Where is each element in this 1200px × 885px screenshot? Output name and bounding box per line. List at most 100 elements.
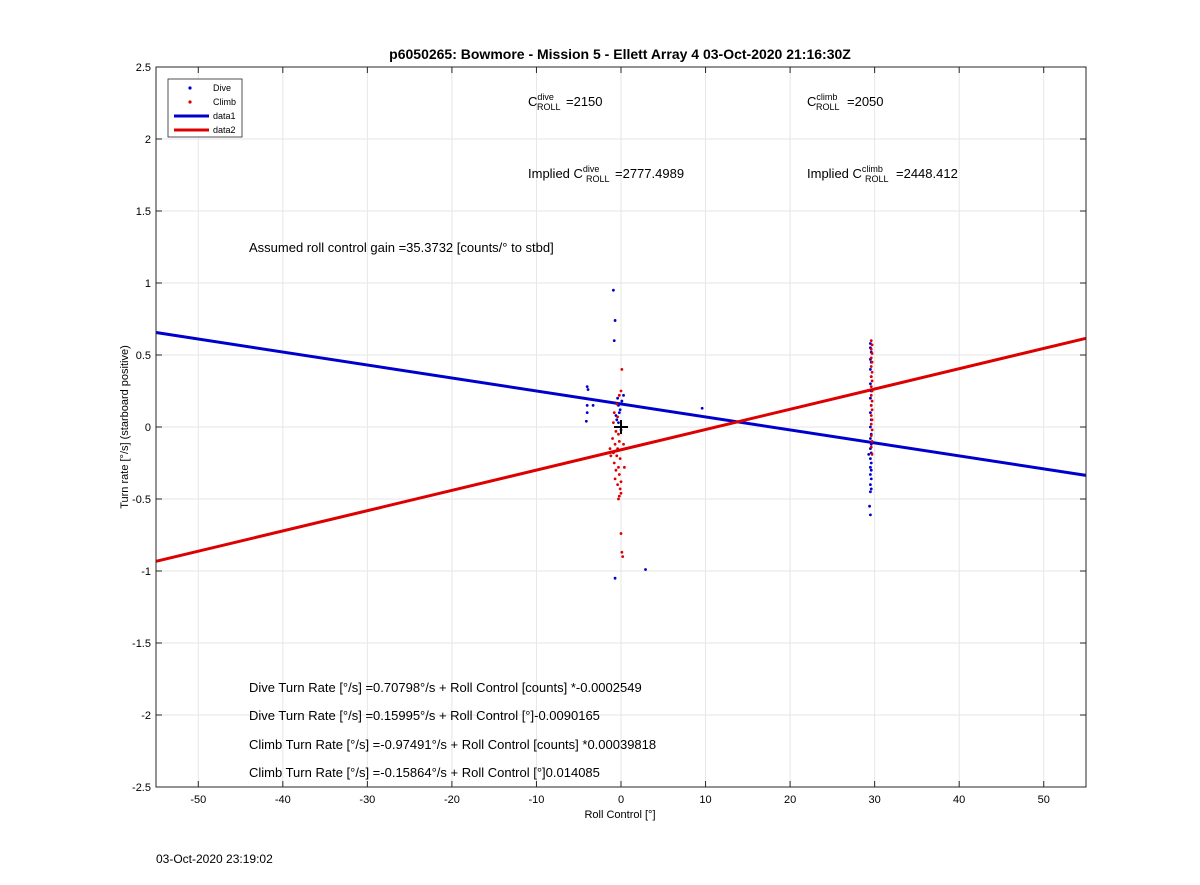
scatter-points <box>584 288 874 580</box>
climb-point <box>608 447 612 450</box>
dive-point <box>869 396 872 400</box>
dive-point <box>869 513 872 517</box>
implied-dive-sub: ROLL <box>586 174 610 184</box>
climb-point <box>621 555 625 558</box>
x-tick-label: 20 <box>784 794 796 806</box>
climb-point <box>617 432 620 436</box>
y-tick-label: 1 <box>145 278 151 290</box>
climb-point <box>869 385 873 389</box>
dive-point <box>585 404 589 407</box>
legend-data1-label: data1 <box>213 111 236 121</box>
dive-point <box>869 382 872 386</box>
climb-point <box>617 497 620 501</box>
climb-point <box>616 483 620 486</box>
fit-line-data2 <box>155 336 1087 563</box>
dive-point <box>586 388 590 391</box>
climb-point <box>609 454 613 458</box>
climb-point <box>619 389 623 393</box>
dive-point <box>585 411 589 414</box>
c-climb-sub: ROLL <box>816 102 840 112</box>
climb-point <box>613 442 617 446</box>
dive-point <box>613 576 617 580</box>
fit-line-data1 <box>155 331 1087 477</box>
climb-point <box>618 487 622 491</box>
fit-equation-3: Climb Turn Rate [°/s] =-0.97491°/s + Rol… <box>249 737 656 752</box>
x-tick-label: 10 <box>699 794 711 806</box>
dive-point <box>869 477 873 481</box>
x-tick-label: 0 <box>618 794 624 806</box>
dive-point <box>622 393 625 397</box>
implied-climb-sup: climb <box>862 164 883 174</box>
x-tick-label: -30 <box>359 794 375 806</box>
dive-point <box>869 465 872 469</box>
y-tick-label: 2 <box>145 134 151 146</box>
fit-lines <box>155 331 1087 563</box>
climb-point <box>870 343 874 347</box>
climb-point <box>619 491 623 495</box>
c-climb-value: =2050 <box>847 94 884 109</box>
legend-climb-label: Climb <box>213 97 236 107</box>
c-dive-sub: ROLL <box>537 102 561 112</box>
climb-point <box>613 477 617 481</box>
implied-dive-prefix: Implied C <box>528 166 583 181</box>
c-dive-value: =2150 <box>566 94 603 109</box>
legend-dive-marker <box>188 86 192 90</box>
axis-ticks: -50 -40 -30 -20 -10 0 10 20 30 40 50-2.5-2-1.5-1-0… <box>132 62 1086 806</box>
dive-point <box>611 288 615 292</box>
climb-point <box>870 389 874 393</box>
dive-point <box>869 487 873 491</box>
c-climb-sup: climb <box>816 92 837 102</box>
climb-point <box>869 339 873 342</box>
climb-point <box>620 550 624 554</box>
legend-dive-label: Dive <box>213 83 231 93</box>
implied-dive-annotation: Implied Cdive ROLL =2777.4989 <box>528 164 684 184</box>
x-tick-label: 40 <box>953 794 965 806</box>
y-tick-label: 1.5 <box>136 206 151 218</box>
legend: Dive Climb data1 data2 <box>167 78 243 138</box>
climb-point <box>616 415 620 419</box>
x-tick-label: -10 <box>529 794 545 806</box>
climb-point <box>611 451 615 455</box>
y-tick-label: -1.5 <box>132 638 151 650</box>
footer-timestamp: 03-Oct-2020 23:19:02 <box>156 852 273 866</box>
dive-point <box>869 411 872 414</box>
climb-point <box>612 411 616 414</box>
dive-point <box>613 319 617 322</box>
dive-point <box>869 437 872 440</box>
x-tick-label: -40 <box>275 794 291 806</box>
legend-box <box>167 78 243 138</box>
climb-point <box>617 465 620 469</box>
dive-point <box>617 411 621 414</box>
climb-point <box>869 365 873 368</box>
x-tick-label: -20 <box>444 794 460 806</box>
x-tick-label: 30 <box>869 794 881 806</box>
climb-point <box>617 393 621 397</box>
dive-point <box>869 490 872 494</box>
climb-point <box>617 440 621 443</box>
climb-point <box>869 347 873 351</box>
dive-point <box>584 419 588 423</box>
climb-point <box>620 368 624 371</box>
dive-point <box>585 385 589 389</box>
climb-point <box>870 408 874 412</box>
implied-climb-prefix: Implied C <box>807 166 862 181</box>
implied-climb-sub: ROLL <box>865 174 889 184</box>
climb-point <box>617 473 621 476</box>
climb-point <box>618 457 622 461</box>
implied-climb-annotation: Implied Cclimb ROLL =2448.412 <box>807 164 958 184</box>
climb-point <box>619 532 623 535</box>
y-tick-label: -2.5 <box>132 782 151 794</box>
climb-point <box>614 429 618 433</box>
dive-point <box>617 421 620 425</box>
dive-point <box>869 468 873 472</box>
roll-gain-annotation: Assumed roll control gain =35.3732 [coun… <box>249 240 554 255</box>
c-climb-annotation: Cclimb ROLL =2050 <box>807 92 884 112</box>
fit-equation-1: Dive Turn Rate [°/s] =0.70798°/s + Roll … <box>249 680 642 695</box>
climb-point <box>870 370 874 374</box>
climb-point <box>615 402 619 406</box>
dive-point <box>869 368 872 371</box>
climb-point <box>870 399 874 403</box>
climb-point <box>611 421 615 425</box>
dive-point <box>869 483 872 486</box>
